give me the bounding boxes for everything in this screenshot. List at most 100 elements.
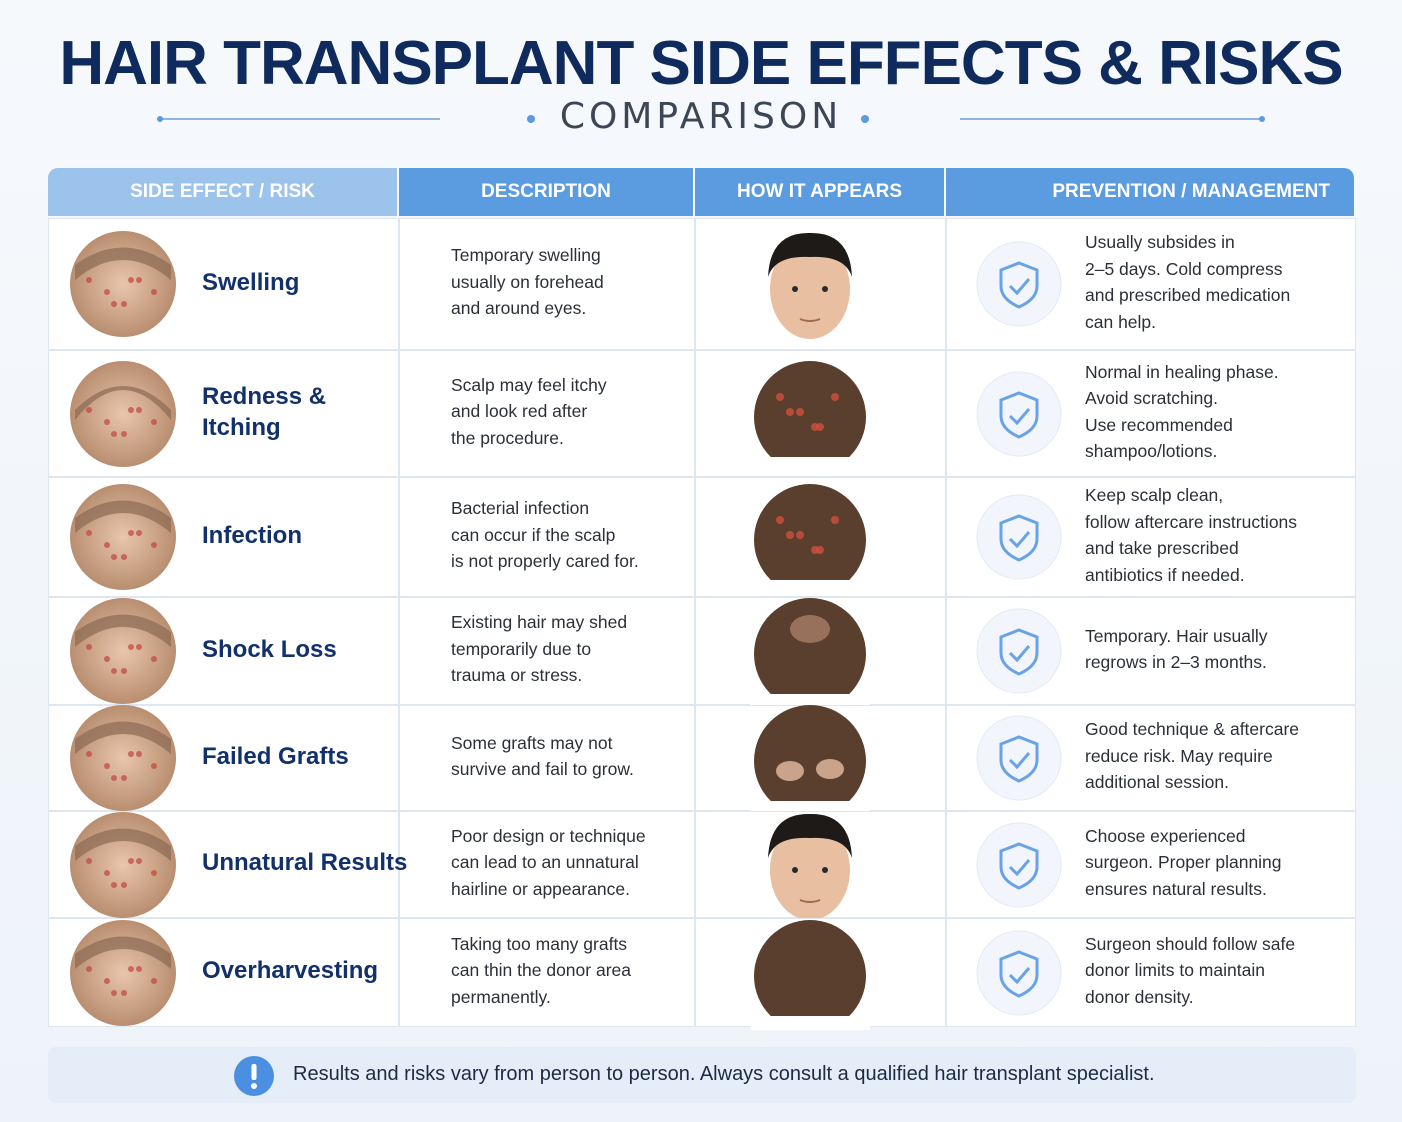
- description: Bacterial infection can occur if the scal…: [451, 495, 639, 575]
- risk-thumbnail: [70, 598, 176, 704]
- column-header: DESCRIPTION: [399, 168, 693, 216]
- table-cell: [399, 597, 695, 705]
- text-line: permanently.: [451, 986, 551, 1007]
- text-line: follow aftercare instructions: [1085, 511, 1298, 532]
- prevention: Usually subsides in 2–5 days. Cold compre…: [1085, 229, 1290, 335]
- column-header: SIDE EFFECT / RISK: [48, 168, 397, 216]
- risk-name: Unnatural Results: [202, 847, 407, 878]
- text-line: shampoo/lotions.: [1085, 441, 1218, 461]
- description: Existing hair may shed temporarily due to…: [451, 609, 627, 689]
- text-line: Choose experienced: [1085, 825, 1246, 846]
- risk-thumbnail: [70, 811, 176, 918]
- subtitle-decoration: [157, 115, 1265, 123]
- footer-note: Results and risks vary from person to pe…: [293, 1063, 1155, 1085]
- appearance-illustration: [750, 598, 870, 708]
- text-line: Good technique & aftercare: [1085, 719, 1300, 740]
- text-line: Usually subsides in: [1085, 232, 1235, 252]
- text-line: regrows in 2–3 months.: [1085, 652, 1267, 672]
- risk-thumbnail: [70, 705, 176, 811]
- text-line: can thin the donor area: [451, 960, 631, 981]
- text-line: Itching: [202, 413, 281, 441]
- column-header: PREVENTION / MANAGEMENT: [946, 168, 1354, 216]
- text-line: ensures natural results.: [1085, 878, 1267, 899]
- text-line: Overharvesting: [202, 957, 379, 984]
- text-line: Redness &: [202, 382, 327, 410]
- risk-thumbnail: [70, 360, 176, 467]
- text-line: is not properly cared for.: [451, 551, 639, 572]
- text-line: Failed Grafts: [202, 742, 349, 770]
- risk-name: Failed Grafts: [202, 741, 349, 772]
- text-line: Infection: [202, 521, 302, 549]
- description: Some grafts may not survive and fail to g…: [451, 730, 634, 783]
- shield-icon: [976, 715, 1062, 801]
- title: HAIR TRANSPLANT SIDE EFFECTS & RISKS: [59, 29, 1343, 98]
- text-line: reduce risk. May require: [1085, 745, 1273, 766]
- text-line: Shock Loss: [202, 635, 337, 663]
- text-line: antibiotics if needed.: [1085, 564, 1245, 585]
- text-line: Surgeon should follow safe: [1085, 933, 1296, 954]
- risk-thumbnail: [70, 919, 176, 1026]
- table-cell: [399, 918, 695, 1027]
- table-cell: [399, 477, 695, 597]
- shield-icon: [976, 930, 1062, 1015]
- text-line: 2–5 days. Cold compress: [1085, 258, 1283, 279]
- table-cell: [399, 350, 695, 477]
- info-icon: [234, 1056, 274, 1096]
- text-line: and take prescribed: [1085, 538, 1239, 558]
- text-line: Taking too many grafts: [451, 933, 628, 954]
- appearance-illustration: [750, 484, 870, 594]
- text-line: can help.: [1085, 311, 1157, 332]
- shield-icon: [976, 371, 1062, 456]
- prevention: Temporary. Hair usually regrows in 2–3 mo…: [1085, 623, 1268, 676]
- risk-name: Shock Loss: [202, 634, 337, 665]
- appearance-illustration: [768, 813, 852, 920]
- text-line: Existing hair may shed: [451, 612, 628, 633]
- text-line: Keep scalp clean,: [1085, 485, 1224, 505]
- shield-icon: [976, 822, 1062, 907]
- appearance-illustration: [768, 232, 852, 339]
- text-line: Avoid scratching.: [1085, 388, 1218, 408]
- prevention: Keep scalp clean, follow aftercare instru…: [1085, 482, 1297, 588]
- text-line: Swelling: [202, 268, 300, 296]
- text-line: and prescribed medication: [1085, 285, 1291, 305]
- risk-thumbnail: [70, 231, 176, 337]
- table-cell: [399, 811, 695, 918]
- text-line: usually on forehead: [451, 271, 604, 292]
- text-line: temporarily due to: [451, 638, 592, 659]
- text-line: Unnatural Results: [202, 849, 408, 876]
- text-line: Normal in healing phase.: [1085, 361, 1279, 382]
- text-line: Some grafts may not: [451, 732, 613, 753]
- text-line: can occur if the scalp: [451, 524, 616, 545]
- text-line: Use recommended: [1085, 414, 1233, 435]
- appearance-illustration: [750, 360, 870, 471]
- table-cell: [399, 705, 695, 811]
- description: Temporary swelling usually on forehead and…: [451, 242, 604, 322]
- prevention: Surgeon should follow safe donor limits t…: [1085, 931, 1295, 1011]
- risk-name: Overharvesting: [202, 955, 378, 986]
- appearance-illustration: [750, 705, 870, 815]
- table-cell: [399, 218, 695, 350]
- risk-name: Redness & Itching: [202, 381, 326, 443]
- text-line: Temporary. Hair usually: [1085, 625, 1268, 646]
- text-line: donor density.: [1085, 986, 1194, 1007]
- text-line: the procedure.: [451, 427, 564, 448]
- text-line: hairline or appearance.: [451, 878, 631, 899]
- text-line: donor limits to maintain: [1085, 960, 1265, 981]
- description: Taking too many grafts can thin the donor…: [451, 931, 631, 1011]
- prevention: Choose experienced surgeon. Proper planni…: [1085, 823, 1282, 903]
- text-line: Scalp may feel itchy: [451, 374, 607, 395]
- description: Scalp may feel itchy and look red after th…: [451, 372, 607, 452]
- risk-name: Swelling: [202, 267, 299, 298]
- text-line: survive and fail to grow.: [451, 759, 634, 779]
- shield-icon: [976, 608, 1062, 694]
- appearance-illustration: [750, 919, 870, 1030]
- prevention: Good technique & aftercare reduce risk. M…: [1085, 716, 1299, 796]
- risk-thumbnail: [70, 484, 176, 590]
- shield-icon: [976, 494, 1062, 580]
- text-line: and look red after: [451, 401, 588, 422]
- text-line: Bacterial infection: [451, 498, 590, 519]
- text-line: Temporary swelling: [451, 245, 601, 266]
- description: Poor design or technique can lead to an u…: [451, 823, 646, 903]
